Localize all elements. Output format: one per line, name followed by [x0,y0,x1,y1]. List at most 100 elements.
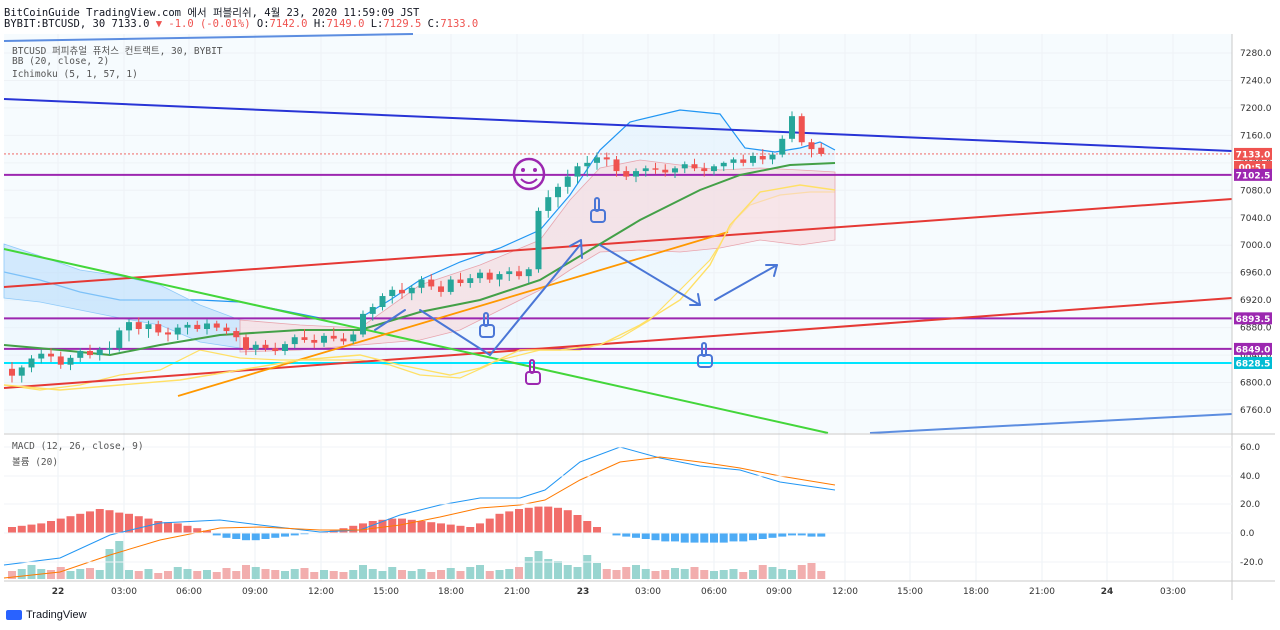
macd-line [3,446,836,566]
volume-bar [797,565,806,579]
macd-histogram-bar [778,533,787,537]
macd-histogram-bar [47,521,55,533]
price-tick-label: 7200.0 [1240,104,1272,114]
volume-bar [563,565,572,579]
candle-body [213,323,220,328]
volume-bar [134,571,143,579]
volume-bar [622,567,631,579]
volume-bar [661,570,670,579]
volume-bar [700,570,709,579]
macd-histogram-bar [212,533,221,536]
candles [9,111,825,383]
macd-histogram-bar [632,533,640,538]
candle-body [759,155,766,160]
macd-histogram-bar [242,533,250,541]
macd-histogram-bar [115,512,124,533]
tradingview-logo[interactable]: TradingView [6,609,87,621]
volume-bar [768,567,777,579]
arrow-1 [374,309,406,331]
candle-body [652,168,659,170]
volume-bar [242,565,250,579]
macd-histogram-bar [134,516,143,533]
indicator-volume-label[interactable]: 볼륨 (20) [12,457,59,468]
macd-histogram-bar [76,513,85,533]
candle-body [642,168,649,172]
macd-histogram-bar [446,524,455,533]
volume-bar [583,555,592,579]
macd-histogram-bar [378,519,387,533]
volume-bar [388,567,397,579]
macd-histogram-bar [700,533,709,543]
price-tag-label: 6828.5 [1236,359,1271,369]
macd-histogram-bar [476,523,484,533]
price-tick-label: 6800.0 [1240,379,1272,389]
macd-histogram-bar [105,510,114,533]
volume-bar [86,568,94,579]
price-tick-label: 7080.0 [1240,186,1272,196]
volume-bar [251,567,260,579]
arrow-5 [714,264,778,301]
macd-histogram-bar [164,522,172,533]
candle-body [301,337,308,340]
macd-histogram-bar [407,519,416,533]
descending-trendline [3,248,829,434]
indicator-bb-label[interactable]: BB (20, close, 2) [12,56,110,67]
candle-body [38,353,45,359]
macd-histogram-bar [797,533,806,536]
price-tick-label: 7160.0 [1240,131,1272,141]
orange-trendline [177,231,729,397]
horizontal-levels[interactable] [4,153,1232,364]
candle-body [243,337,249,350]
candle-body [555,186,561,198]
time-tick-label: 23 [577,587,590,597]
yellow-line [3,184,836,391]
price-tag-bg [1234,147,1272,160]
volume-bar [446,568,455,579]
volume-bar [56,567,65,579]
trendlines[interactable] [3,33,1233,434]
candle-body [252,344,259,350]
hand-finger [529,359,535,374]
volume-bar [729,569,738,579]
candle-body [96,349,103,356]
time-tick-label: 18:00 [963,587,989,597]
time-axis[interactable]: 22 03:00 06:00 09:00 12:00 15:00 18:00 21:00 23 0… [52,587,1187,597]
macd-histogram-bar [261,533,270,539]
smiley-face [512,157,546,191]
volume-bar [105,549,114,579]
candle-body [330,335,337,339]
macd-histogram-bar [290,533,299,536]
volume-bar [690,567,699,579]
candle-body [145,324,152,329]
volume-bar [339,572,348,579]
arrow-3 [489,244,581,356]
macd-histogram-bar [515,509,523,533]
macd-histogram-bar [739,533,748,542]
macd-histogram-bar [583,521,592,533]
candle-body [321,335,327,343]
candle-body [750,155,756,163]
indicator-macd-label[interactable]: MACD (12, 26, close, 9) [12,441,144,452]
volume-bar [203,570,211,579]
candle-body [389,289,396,297]
indicator-main-label[interactable]: BTCUSD 퍼피츄얼 퓨처스 컨트랙트, 30, BYBIT [12,46,223,57]
macd-histogram-bar [8,527,16,533]
candle-body [720,162,727,167]
macd-histogram-bar [56,518,65,533]
candle-body [418,279,425,288]
hand-icon-3 [697,342,713,368]
macd-histogram-bar [612,533,621,536]
arrowhead-4 [689,293,701,306]
volume-bar [437,570,445,579]
candle-body [155,324,162,333]
macd-histogram-bar [300,533,309,535]
candle-body [399,289,405,294]
symbol-label: BYBIT:BTCUSD, 30 7133.0 [4,18,150,30]
volume-bar [95,570,104,579]
volume-bar [573,567,582,579]
volume-bar [368,569,377,579]
indicator-ichimoku-label[interactable]: Ichimoku (5, 1, 57, 1) [12,69,138,80]
smiley-icon [512,157,546,191]
